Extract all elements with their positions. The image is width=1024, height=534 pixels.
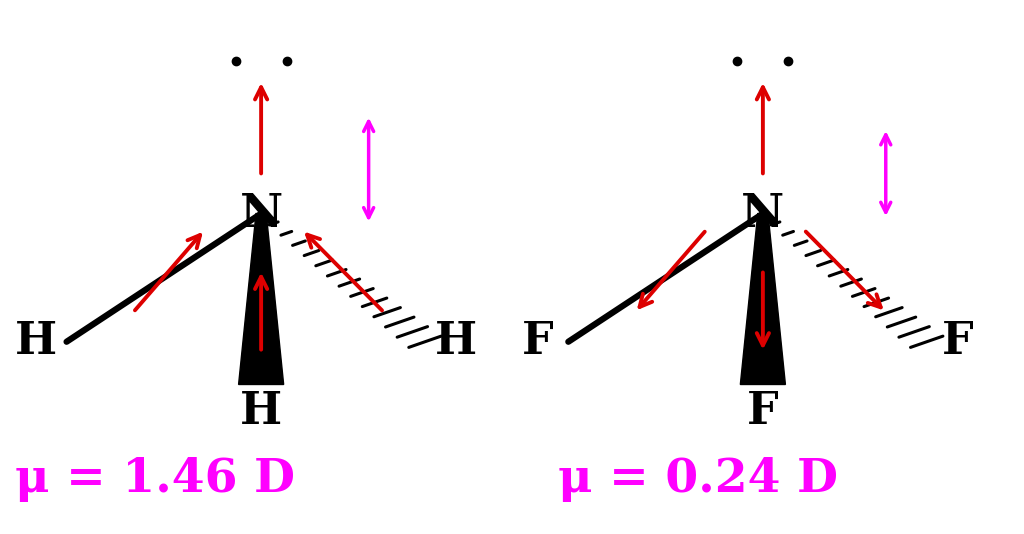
Text: H: H [434, 320, 477, 363]
Text: H: H [240, 390, 283, 433]
Text: F: F [522, 320, 553, 363]
Text: N: N [741, 191, 784, 237]
Text: F: F [748, 390, 778, 433]
Text: μ = 1.46 D: μ = 1.46 D [15, 456, 295, 502]
Text: μ = 0.24 D: μ = 0.24 D [558, 456, 838, 502]
Text: H: H [14, 320, 57, 363]
Text: F: F [942, 320, 973, 363]
Text: N: N [240, 191, 283, 237]
Polygon shape [740, 214, 785, 384]
Polygon shape [239, 214, 284, 384]
